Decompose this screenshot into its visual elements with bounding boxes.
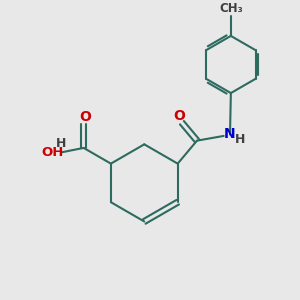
Text: H: H: [235, 133, 245, 146]
Text: O: O: [173, 110, 185, 123]
Text: OH: OH: [41, 146, 63, 159]
Text: N: N: [224, 128, 236, 142]
Text: H: H: [56, 136, 66, 150]
Text: CH₃: CH₃: [219, 2, 243, 15]
Text: O: O: [79, 110, 91, 124]
